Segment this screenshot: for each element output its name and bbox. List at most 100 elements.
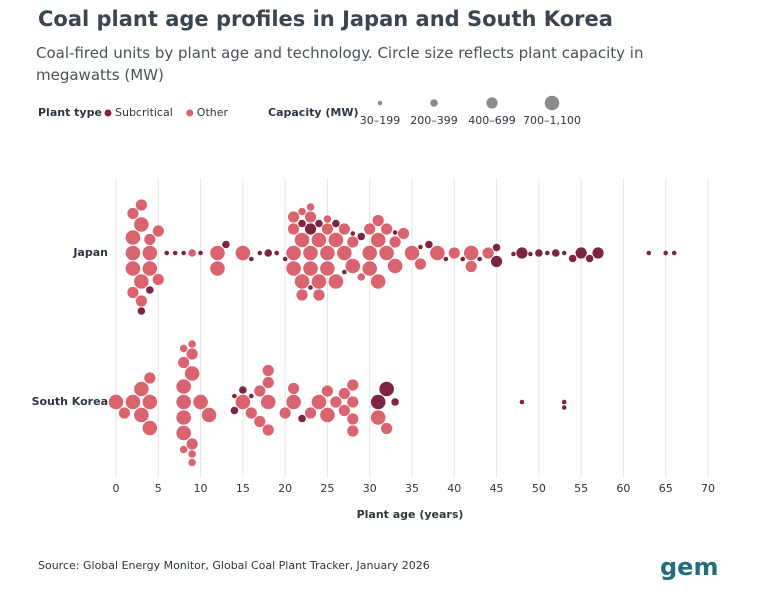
plant-dot xyxy=(414,258,427,270)
plant-dot xyxy=(134,381,149,397)
plant-dot xyxy=(186,438,198,450)
plant-dot xyxy=(172,250,178,256)
plant-dot xyxy=(370,410,386,425)
plant-dot xyxy=(311,274,327,289)
plant-dot xyxy=(178,356,190,369)
plant-dot xyxy=(179,344,188,353)
plant-dot xyxy=(125,230,141,245)
plant-dot xyxy=(425,240,433,249)
x-tick-label: 55 xyxy=(574,482,588,495)
plant-dot xyxy=(397,227,410,240)
plant-dot xyxy=(663,250,669,256)
plant-dot xyxy=(279,407,291,419)
plant-dot xyxy=(176,410,191,425)
plant-dot xyxy=(142,245,158,261)
plant-dot xyxy=(294,232,310,248)
plant-dot xyxy=(230,406,239,415)
plant-dot xyxy=(370,274,386,289)
plant-dot xyxy=(188,249,196,257)
plant-dot xyxy=(144,372,156,384)
x-tick-label: 5 xyxy=(155,482,162,495)
plant-dot xyxy=(134,274,149,289)
plant-dot xyxy=(671,250,677,256)
plant-dot xyxy=(146,286,154,294)
plant-dot xyxy=(294,274,310,289)
plant-dot xyxy=(338,223,350,235)
plant-dot xyxy=(152,225,164,237)
plant-dot xyxy=(477,256,482,262)
plant-dot xyxy=(188,340,196,348)
plant-dot xyxy=(337,245,352,261)
plant-dot xyxy=(328,274,344,289)
category-label: South Korea xyxy=(32,395,108,408)
x-tick-label: 50 xyxy=(532,482,546,495)
plant-dot xyxy=(181,250,186,256)
plant-dot xyxy=(288,223,300,235)
plant-dot xyxy=(347,379,359,391)
plant-dot xyxy=(142,420,158,436)
plant-dot xyxy=(142,261,158,276)
plant-dot xyxy=(118,407,131,419)
plant-dot xyxy=(379,245,394,261)
plant-dot xyxy=(347,425,359,437)
plant-dot xyxy=(201,407,217,423)
plant-dot xyxy=(193,394,208,410)
plant-dot xyxy=(330,396,342,408)
plant-dot xyxy=(511,251,516,257)
plant-dot xyxy=(460,256,466,262)
x-tick-label: 30 xyxy=(363,482,377,495)
plant-dot xyxy=(391,398,399,406)
plant-dot xyxy=(545,250,550,256)
legend-title: Plant type xyxy=(38,106,102,119)
plant-dot xyxy=(288,382,300,395)
plant-dot xyxy=(448,247,460,259)
source: Source: Global Energy Monitor, Global Co… xyxy=(38,559,430,572)
plant-dot xyxy=(389,236,401,248)
plant-dot xyxy=(254,415,266,428)
size-label: 400–699 xyxy=(468,114,516,127)
plant-dot xyxy=(311,394,327,410)
plant-dot xyxy=(321,385,334,397)
plant-dot xyxy=(381,422,393,435)
plant-dot xyxy=(320,245,335,261)
plant-dot xyxy=(179,445,188,454)
x-tick-label: 60 xyxy=(616,482,630,495)
plant-dot xyxy=(235,394,251,410)
plant-dot xyxy=(176,394,191,410)
plant-dot xyxy=(306,203,315,211)
legend-label: Subcritical xyxy=(115,106,173,119)
plant-dot xyxy=(347,396,359,408)
plant-dot xyxy=(135,199,147,211)
plant-dot xyxy=(286,394,301,410)
plant-dot xyxy=(249,256,254,262)
plant-dot xyxy=(404,245,420,261)
plant-dot xyxy=(311,232,327,248)
plant-dot xyxy=(482,247,494,259)
plant-dot xyxy=(370,394,386,410)
size-swatch xyxy=(486,97,498,109)
plant-dot xyxy=(164,250,170,256)
plant-dot xyxy=(362,245,378,261)
plant-dot xyxy=(262,424,274,436)
x-tick-label: 20 xyxy=(278,482,292,495)
plant-dot xyxy=(125,245,141,261)
plant-dot xyxy=(186,348,198,360)
plant-dot xyxy=(239,386,247,394)
plant-dot xyxy=(125,261,141,276)
plant-dot xyxy=(135,295,147,307)
plant-dot xyxy=(345,258,361,274)
plant-dot xyxy=(364,223,376,235)
plant-dot xyxy=(137,307,146,315)
plant-dot xyxy=(125,394,141,410)
plant-dot xyxy=(418,244,423,250)
plant-dot xyxy=(144,233,156,246)
size-label: 200–399 xyxy=(410,114,458,127)
plant-dot xyxy=(127,286,139,299)
plant-dot xyxy=(350,231,356,236)
plant-dot xyxy=(134,217,149,232)
plant-dot xyxy=(188,458,196,467)
plant-dot xyxy=(575,247,587,259)
plant-dot xyxy=(492,243,501,252)
plant-dot xyxy=(262,376,274,389)
